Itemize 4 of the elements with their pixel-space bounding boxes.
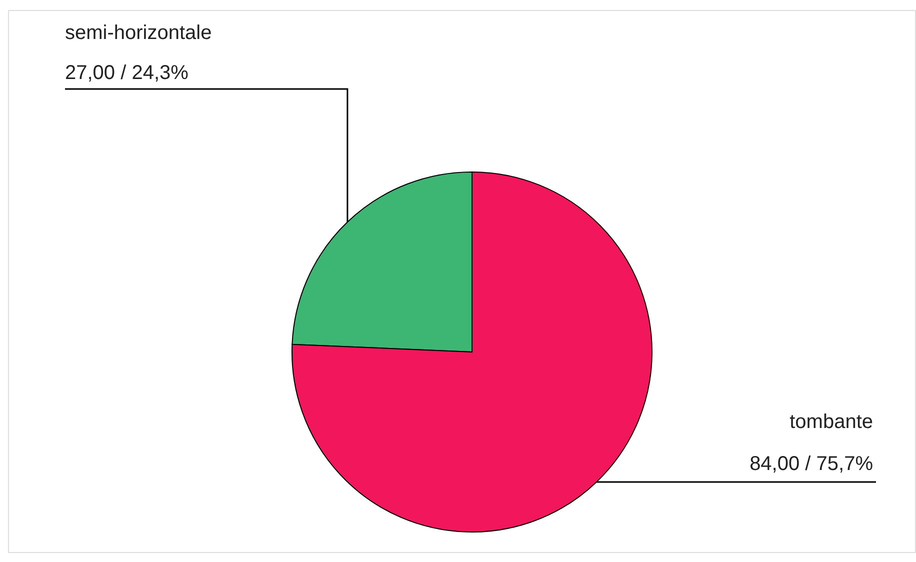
data-label: 27,00 / 24,3% bbox=[65, 62, 189, 84]
slice-label: semi-horizontale bbox=[65, 22, 212, 44]
data-label: 84,00 / 75,7% bbox=[750, 452, 874, 475]
slice-label: tombante bbox=[790, 410, 873, 433]
